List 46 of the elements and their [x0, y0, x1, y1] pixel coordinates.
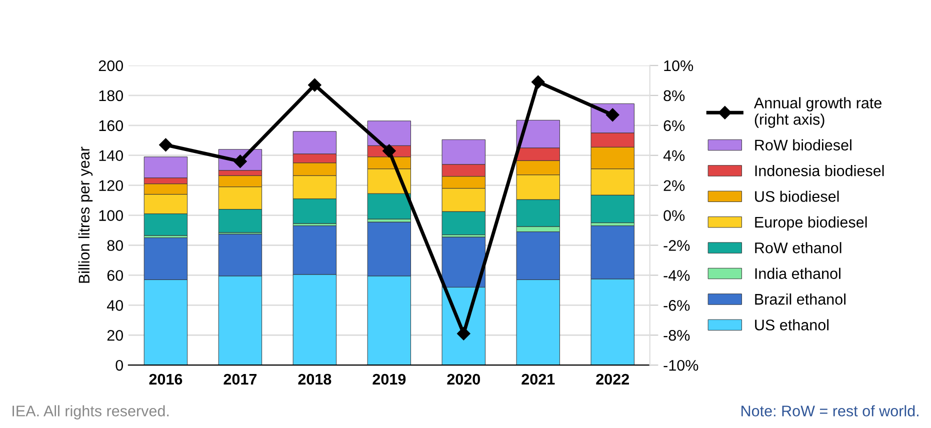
- x-tick-label: 2020: [447, 374, 480, 385]
- y-tick-label: 120: [99, 180, 124, 192]
- legend-label: India ethanol: [755, 268, 840, 280]
- y-tick-label: 0: [116, 360, 124, 371]
- y2-tick-label: 4%: [663, 150, 685, 161]
- y-tick-label: 100: [99, 210, 124, 221]
- y-tick-label: 140: [99, 150, 124, 162]
- x-tick-label: 2022: [596, 374, 629, 385]
- y2-tick-label: -8%: [664, 330, 690, 341]
- y2-tick-label: -2%: [664, 240, 690, 251]
- legend-label: US ethanol: [755, 319, 828, 330]
- x-tick-label: 2018: [298, 374, 332, 385]
- point: [382, 144, 396, 158]
- x-tick-label: 2016: [149, 374, 182, 385]
- y-tick-label: 80: [107, 240, 124, 251]
- y-tick-label: 40: [106, 300, 124, 311]
- legend-label: Annual growth rate (right axis): [754, 97, 882, 128]
- legend-label: US biodiesel: [755, 190, 839, 202]
- legend-label: Indonesia biodiesel: [755, 164, 884, 176]
- y-tick-label: 200: [98, 60, 124, 72]
- y-tick-label: 20: [107, 330, 124, 341]
- y2-tick-label: -6%: [664, 300, 690, 311]
- y2-tick-label: 0%: [664, 210, 685, 221]
- x-tick-label: 2017: [224, 374, 257, 385]
- point: [308, 78, 322, 92]
- legend-label: RoW biodiesel: [755, 139, 852, 151]
- point: [532, 75, 545, 89]
- y-tick-label: 60: [107, 270, 124, 281]
- y2-tick-label: -4%: [664, 270, 690, 281]
- y2-tick-label: 10%: [664, 60, 694, 72]
- y2-tick-label: 8%: [664, 90, 685, 102]
- legend-label: RoW ethanol: [755, 242, 842, 254]
- point: [457, 327, 470, 340]
- y2-tick-label: -10%: [664, 360, 698, 371]
- y2-tick-label: 2%: [664, 180, 685, 191]
- legend-label: Europe biodiesel: [755, 216, 867, 231]
- text: Note: RoW = rest of world.: [742, 405, 918, 416]
- x-tick-label: 2019: [372, 374, 406, 385]
- y-tick-label: 180: [99, 90, 124, 102]
- x-tick-label: 2021: [522, 374, 555, 385]
- legend-label: Brazil ethanol: [755, 293, 846, 305]
- y2-tick-label: 6%: [664, 120, 685, 132]
- text: IEA. All rights reserved.: [12, 405, 169, 420]
- y-tick-label: 160: [99, 120, 124, 132]
- point: [159, 138, 172, 152]
- y-axis-title: Billion litres per year: [78, 146, 93, 283]
